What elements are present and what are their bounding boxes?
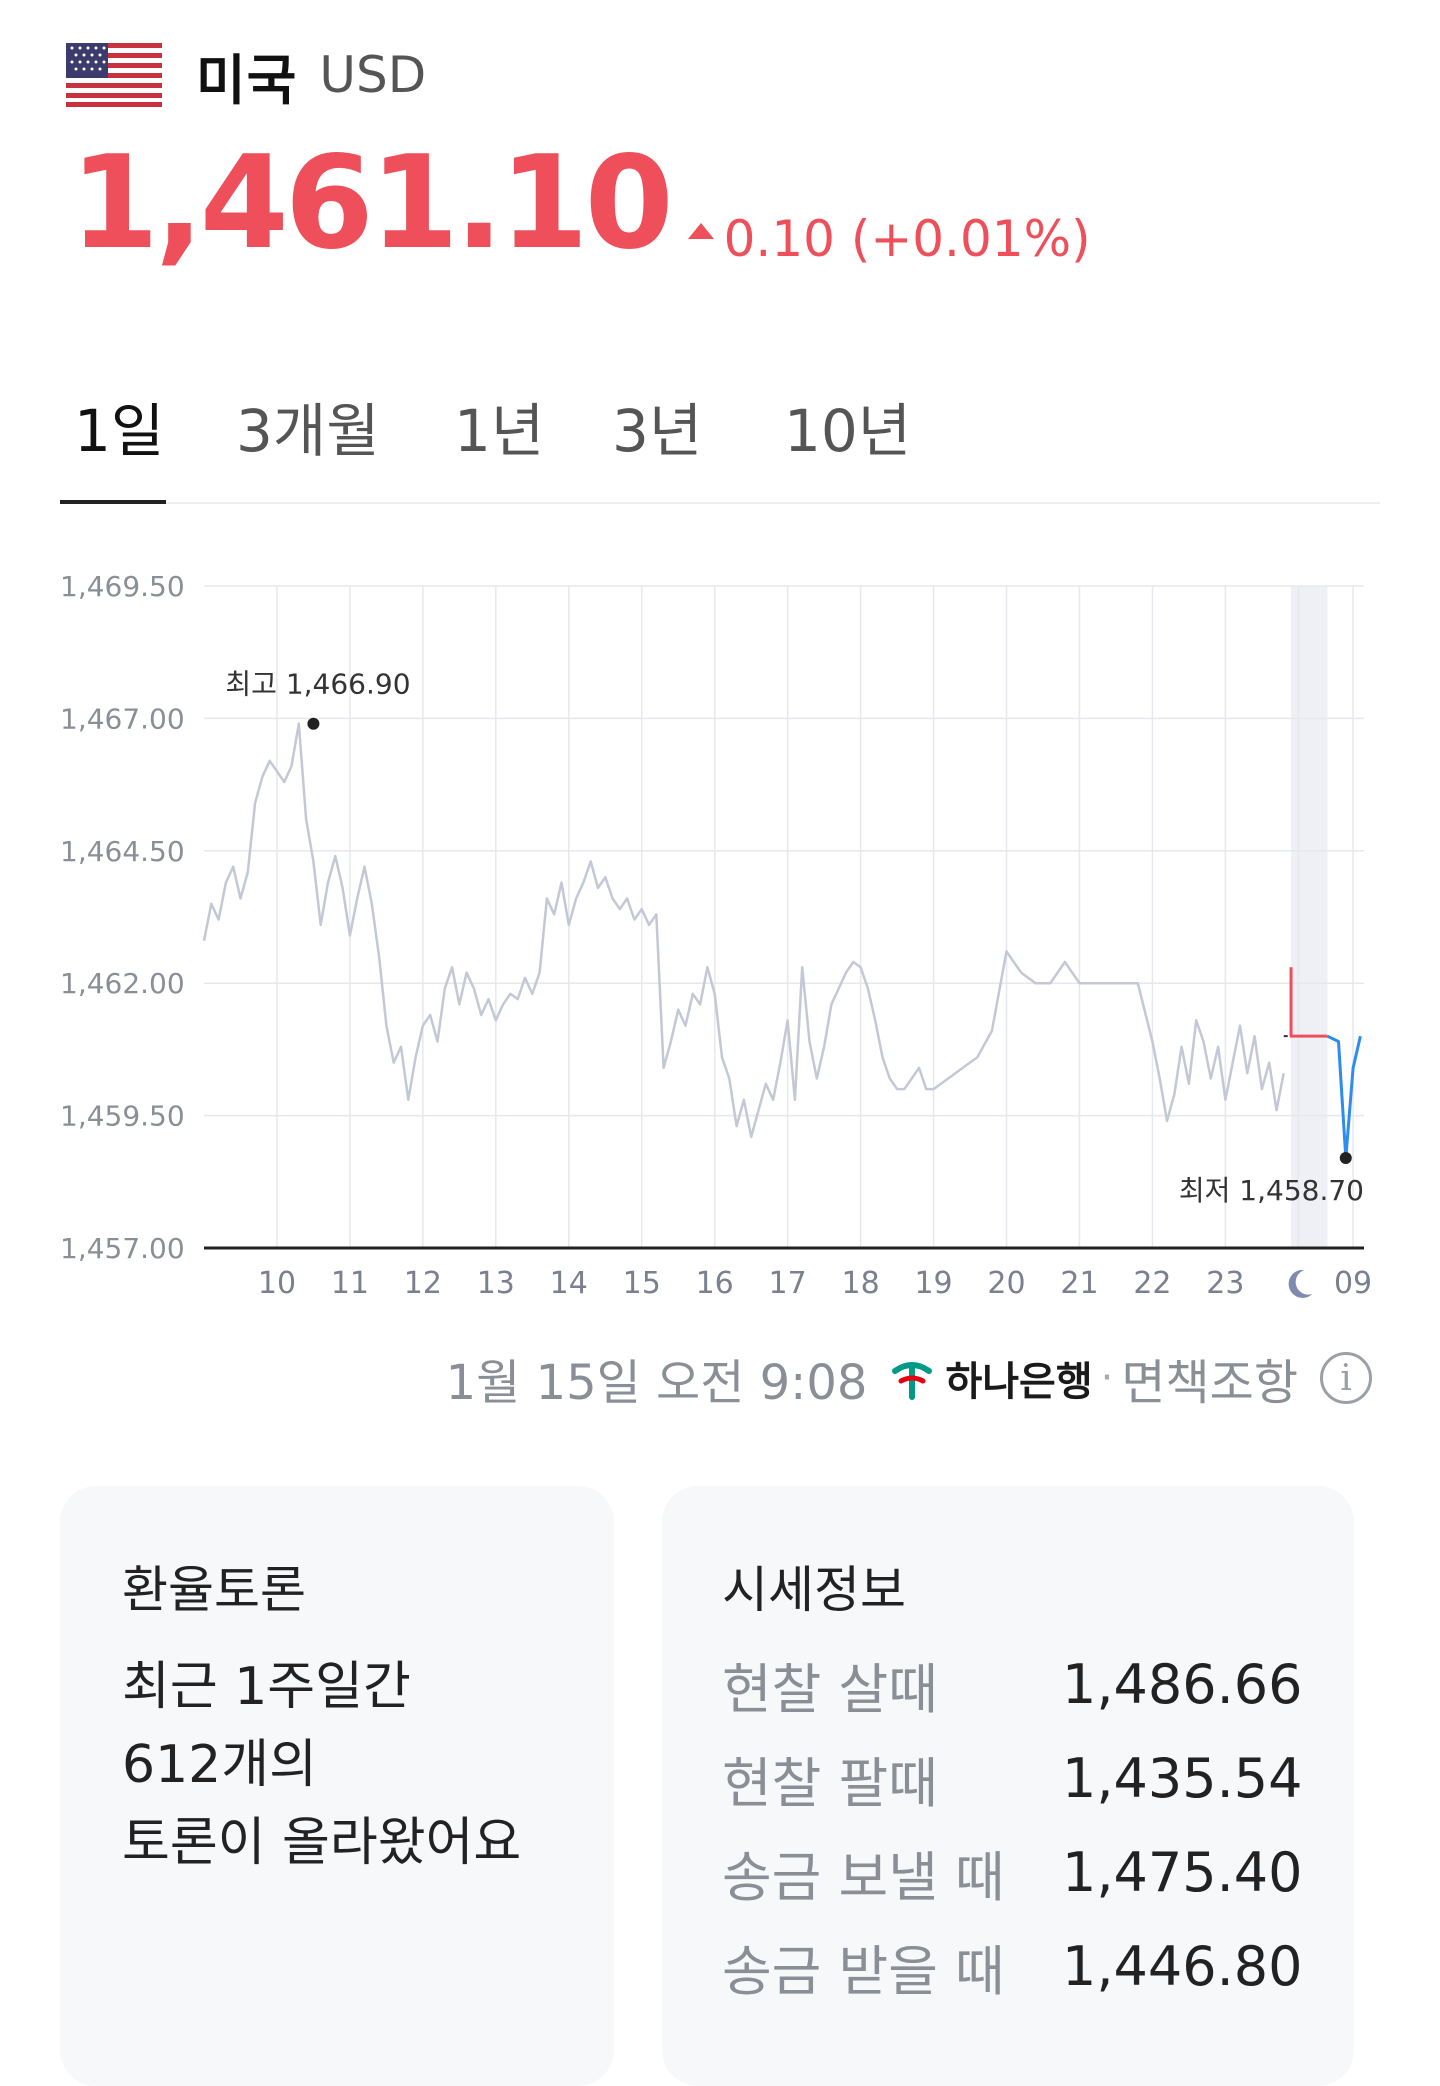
high-point [307,717,320,730]
tab-10y[interactable]: 10년 [784,397,912,465]
tab-3y[interactable]: 3년 [612,397,703,465]
discussion-summary: 최근 1주일간 612개의 토론이 올라왔어요 [122,1648,521,1882]
discussion-card[interactable]: 환율토론 최근 1주일간 612개의 토론이 올라왔어요 [60,1486,614,2086]
period-tabs: 1일 3개월 1년 3년 10년 [60,368,1380,504]
bank-source: 하나은행 [889,1349,1093,1407]
rate-change-text: 0.10 (+0.01%) [723,210,1091,268]
y-tick-label: 1,459.50 [60,1100,185,1133]
quote-label: 송금 받을 때 [722,1939,1005,2003]
quote-value: 1,486.66 [1062,1652,1303,1716]
country-name: 미국 [196,48,298,112]
quote-info-card[interactable]: 시세정보 현찰 살때 1,486.66 현찰 팔때 1,435.54 송금 보낼… [662,1486,1354,2086]
quote-value: 1,475.40 [1062,1840,1303,1904]
x-tick-label: 23 [1206,1266,1244,1301]
x-tick-label: 13 [477,1266,515,1301]
quote-row: 현찰 팔때 1,435.54 [722,1738,1322,1818]
x-tick-label: 10 [258,1266,296,1301]
x-tick-label: 15 [623,1266,661,1301]
x-tick-label: 22 [1133,1266,1171,1301]
info-icon[interactable]: i [1320,1352,1372,1404]
quote-row: 송금 보낼 때 1,475.40 [722,1832,1322,1912]
moon-icon [1288,1269,1313,1298]
x-tick-label: 17 [769,1266,807,1301]
x-tick-label: 21 [1060,1266,1098,1301]
active-tab-indicator [60,500,166,504]
y-tick-label: 1,462.00 [60,967,185,1000]
tab-1d[interactable]: 1일 [74,397,165,465]
price-row: 1,461.10 0.10 (+0.01%) [70,129,1091,278]
y-tick-label: 1,457.00 [60,1232,185,1265]
tab-1y[interactable]: 1년 [454,397,545,465]
discussion-title: 환율토론 [122,1561,306,1619]
rate-chart-svg: 1,469.50 1,467.00 1,464.50 1,462.00 1,459.50… [60,570,1372,1301]
currency-code: USD [319,46,427,104]
quote-value: 1,446.80 [1062,1934,1303,1998]
quote-row: 현찰 살때 1,486.66 [722,1644,1322,1724]
up-triangle-icon [687,223,714,239]
quote-value: 1,435.54 [1062,1746,1303,1810]
series-line [1289,967,1328,1038]
x-tick-label: 20 [987,1266,1025,1301]
series-line [1326,1034,1362,1160]
series-line [202,722,1285,1139]
disclaimer-link[interactable]: 면책조항 [1121,1355,1298,1411]
y-tick-label: 1,469.50 [60,570,185,603]
night-band [1291,586,1328,1248]
updated-time: 1월 15일 오전 9:08 [445,1355,868,1411]
discussion-line: 최근 1주일간 [122,1657,411,1717]
x-tick-label: 14 [550,1266,588,1301]
bank-name: 하나은행 [945,1359,1093,1405]
discussion-line: 토론이 올라왔어요 [122,1813,522,1873]
high-label: 최고 1,466.90 [225,668,410,701]
currency-header: 미국 USD [66,38,426,112]
quote-label: 현찰 팔때 [722,1751,938,1815]
y-tick-label: 1,467.00 [60,702,185,735]
rate-chart[interactable]: 1,469.50 1,467.00 1,464.50 1,462.00 1,459.50… [60,560,1380,1320]
hana-bank-logo-icon [892,1362,933,1400]
low-point [1339,1151,1352,1164]
quote-label: 송금 보낼 때 [722,1845,1005,1909]
source-line: 1월 15일 오전 9:08 하나은행 · 면책조항 i [0,1338,1372,1418]
low-label: 최저 1,458.70 [1179,1174,1364,1207]
quote-label: 현찰 살때 [722,1657,938,1721]
x-tick-label: 19 [914,1266,952,1301]
y-tick-label: 1,464.50 [60,835,185,868]
x-tick-label: 11 [331,1266,369,1301]
us-flag-icon [66,43,162,107]
x-tick-label: 12 [404,1266,442,1301]
separator-dot: · [1100,1355,1114,1401]
quote-row: 송금 받을 때 1,446.80 [722,1926,1322,2006]
quote-info-title: 시세정보 [722,1561,906,1619]
current-rate: 1,461.10 [70,129,674,278]
tab-3m[interactable]: 3개월 [236,397,380,465]
x-tick-label: 09 [1334,1266,1372,1301]
x-tick-label: 18 [842,1266,880,1301]
x-tick-label: 16 [696,1266,734,1301]
discussion-line: 612개의 [122,1735,317,1795]
rate-change: 0.10 (+0.01%) [687,210,1091,268]
